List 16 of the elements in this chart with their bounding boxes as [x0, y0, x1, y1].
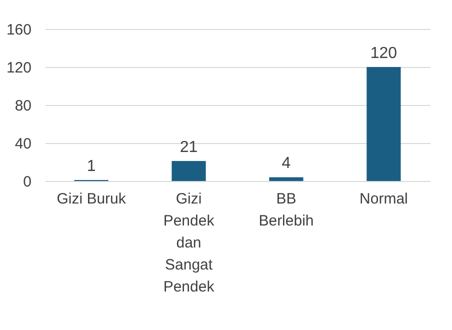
x-tick-label: Normal [360, 190, 408, 208]
data-label: 21 [180, 139, 198, 156]
data-label: 120 [370, 45, 398, 62]
x-tick-label: BB Berlebih [258, 190, 314, 230]
y-tick-label: 40 [14, 136, 32, 152]
x-tick-label: Gizi Buruk [56, 190, 126, 208]
y-tick-label: 80 [14, 98, 32, 114]
data-label: 4 [282, 155, 291, 172]
x-tick-label: Gizi Pendek dan Sangat Pendek [163, 190, 215, 296]
y-tick-label: 120 [6, 60, 32, 76]
bar [172, 161, 206, 181]
bar [269, 177, 304, 181]
data-label: 1 [86, 158, 96, 176]
y-tick-label: 0 [23, 174, 32, 190]
y-tick-label: 160 [6, 22, 32, 38]
bar [366, 67, 401, 181]
